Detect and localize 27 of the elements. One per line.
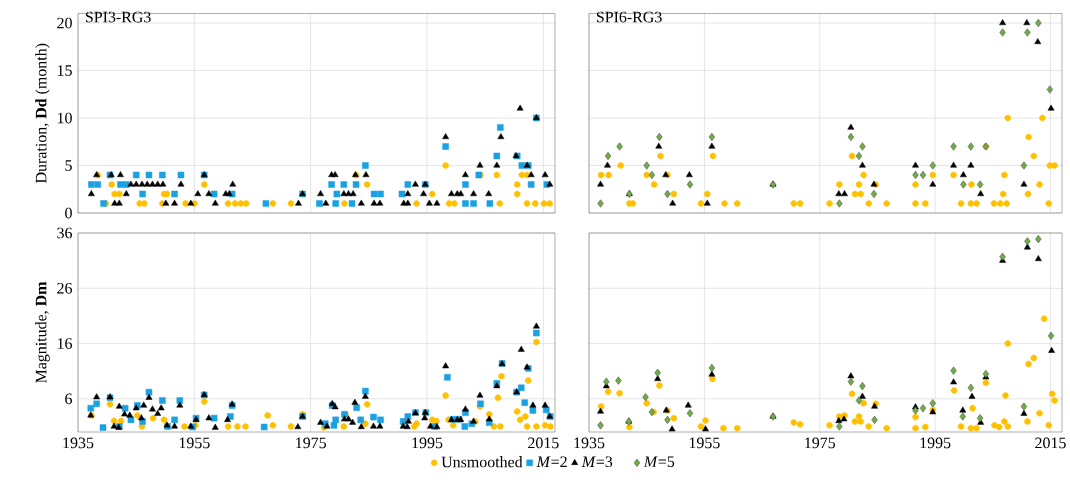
- x-tick-label: 1955: [179, 437, 210, 449]
- x-tick-label: 1995: [412, 437, 443, 449]
- x-tick-label: 1975: [296, 437, 326, 449]
- legend-label: M=5: [643, 456, 675, 468]
- x-tick-label: 2015: [528, 437, 559, 449]
- y-axis-title: Magnitude, Dm: [35, 281, 50, 383]
- x-tick-label: 1975: [805, 437, 836, 449]
- x-tick-label: 1935: [574, 437, 605, 449]
- x-tick-label: 1935: [63, 437, 94, 449]
- y-tick-label: 10: [57, 112, 72, 124]
- y-tick-label: 36: [57, 227, 73, 239]
- y-tick-label: 20: [57, 17, 72, 29]
- y-tick-label: 26: [57, 282, 73, 294]
- chart-title: SPI3-RG3: [85, 11, 151, 23]
- y-tick-label: 5: [65, 160, 72, 171]
- x-tick-label: 2015: [1035, 437, 1066, 449]
- y-tick-label: 6: [65, 393, 73, 405]
- y-tick-label: 0: [65, 207, 72, 219]
- y-axis-title: Duration, Dd (month): [35, 43, 50, 183]
- y-tick-label: 15: [57, 65, 72, 76]
- legend-label: M=3: [581, 456, 613, 468]
- y-tick-label: 16: [57, 338, 73, 349]
- legend-label: M=2: [536, 456, 567, 467]
- chart-title: SPI6-RG3: [596, 11, 662, 23]
- x-tick-label: 1995: [920, 437, 951, 449]
- legend-label: Unsmoothed: [441, 456, 523, 468]
- x-tick-label: 1955: [689, 437, 720, 449]
